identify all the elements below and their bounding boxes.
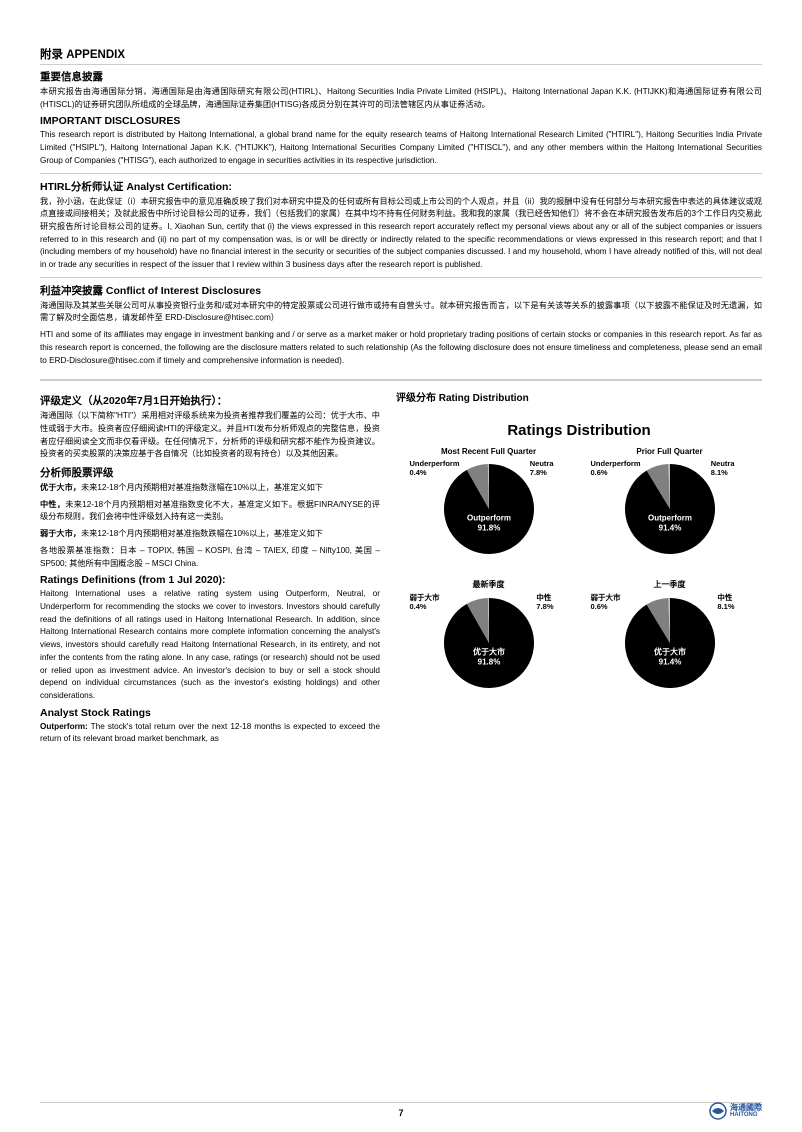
ratings-definitions-column: 评级定义（从2020年7月1日开始执行）： 海通国际（以下简称"HTI"）采用相… bbox=[40, 389, 380, 750]
svg-text:91.8%: 91.8% bbox=[477, 658, 500, 667]
pie-neutral-label: 中性8.1% bbox=[717, 594, 734, 611]
outperform-en-text: The stock's total return over the next 1… bbox=[40, 722, 380, 744]
pie-top-label: 最新季度 bbox=[409, 579, 569, 590]
conflict-title: 利益冲突披露 Conflict of Interest Disclosures bbox=[40, 283, 762, 298]
outperform-cn-label: 优于大市， bbox=[40, 483, 81, 492]
ratings-def-cn-body: 海通国际（以下简称"HTI"）采用相对评级系统来为投资者推荐我们覆盖的公司：优于… bbox=[40, 410, 380, 461]
brand-name-en: HAITONG bbox=[730, 1112, 762, 1118]
two-column-layout: 评级定义（从2020年7月1日开始执行）： 海通国际（以下简称"HTI"）采用相… bbox=[40, 389, 762, 750]
svg-text:91.4%: 91.4% bbox=[658, 524, 681, 533]
pie-row: Most Recent Full Quarter Underperform0.4%… bbox=[398, 447, 760, 565]
outperform-en: Outperform: The stock's total return ove… bbox=[40, 721, 380, 746]
analyst-cert-title: HTIRL分析师认证 Analyst Certification: bbox=[40, 179, 762, 194]
pie-wrap: 弱于大市0.4%中性7.8%优于大市91.8% bbox=[438, 592, 540, 699]
pie-chart: Most Recent Full Quarter Underperform0.4%… bbox=[409, 447, 569, 565]
divider bbox=[40, 277, 762, 278]
neutral-cn: 中性，未来12-18个月内预期相对基准指数变化不大，基准定义如下。根据FINRA… bbox=[40, 499, 380, 524]
chart-main-title: Ratings Distribution bbox=[398, 422, 760, 439]
outperform-cn: 优于大市，未来12-18个月内预期相对基准指数涨幅在10%以上，基准定义如下 bbox=[40, 482, 380, 495]
ratings-def-en-body: Haitong International uses a relative ra… bbox=[40, 588, 380, 702]
analyst-cert-body: 我，孙小涵，在此保证（i）本研究报告中的意见准确反映了我们对本研究中提及的任何或… bbox=[40, 196, 762, 272]
pie-wrap: Underperform0.6%Neutra8.1%Outperform91.4… bbox=[619, 458, 721, 565]
ratings-distribution-chart: Ratings Distribution Most Recent Full Qu… bbox=[396, 410, 762, 719]
pie-top-label: Most Recent Full Quarter bbox=[409, 447, 569, 456]
brand-name-cn: 海通國際 bbox=[730, 1104, 762, 1112]
ratings-def-en-title: Ratings Definitions (from 1 Jul 2020): bbox=[40, 574, 380, 586]
svg-text:Outperform: Outperform bbox=[648, 514, 692, 523]
svg-text:91.4%: 91.4% bbox=[658, 658, 681, 667]
underperform-cn: 弱于大市，未来12-18个月内预期相对基准指数跌幅在10%以上，基准定义如下 bbox=[40, 528, 380, 541]
neutral-cn-text: 未来12-18个月内预期相对基准指数变化不大，基准定义如下。根据FINRA/NY… bbox=[40, 500, 380, 522]
pie-underperform-label: Underperform0.6% bbox=[591, 460, 641, 477]
ratings-def-cn-title: 评级定义（从2020年7月1日开始执行）： bbox=[40, 393, 380, 408]
haitong-logo: 海通國際 HAITONG bbox=[709, 1102, 762, 1120]
pie-underperform-label: 弱于大市0.6% bbox=[591, 594, 621, 611]
underperform-cn-text: 未来12-18个月内预期相对基准指数跌幅在10%以上，基准定义如下 bbox=[81, 529, 323, 538]
benchmarks-cn: 各地股票基准指数：日本 – TOPIX, 韩国 – KOSPI, 台湾 – TA… bbox=[40, 545, 380, 570]
footer-rule bbox=[40, 1102, 762, 1103]
pie-underperform-label: 弱于大市0.4% bbox=[410, 594, 440, 611]
conflict-body-en: HTI and some of its affiliates may engag… bbox=[40, 329, 762, 367]
pie-top-label: 上一季度 bbox=[590, 579, 750, 590]
pie-neutral-label: 中性7.8% bbox=[536, 594, 553, 611]
outperform-en-label: Outperform: bbox=[40, 722, 88, 731]
neutral-cn-label: 中性， bbox=[40, 500, 65, 509]
pie-wrap: Underperform0.4%Neutra7.8%Outperform91.8… bbox=[438, 458, 540, 565]
pie-neutral-label: Neutra8.1% bbox=[711, 460, 735, 477]
svg-text:优于大市: 优于大市 bbox=[654, 647, 686, 657]
pie-underperform-label: Underperform0.4% bbox=[410, 460, 460, 477]
analyst-ratings-en-title: Analyst Stock Ratings bbox=[40, 707, 380, 719]
outperform-cn-text: 未来12-18个月内预期相对基准指数涨幅在10%以上，基准定义如下 bbox=[81, 483, 323, 492]
pie-chart: Prior Full QuarterUnderperform0.6%Neutra… bbox=[590, 447, 750, 565]
conflict-body-cn: 海通国际及其某些关联公司可从事投资银行业务和/或对本研究中的特定股票或公司进行做… bbox=[40, 300, 762, 325]
pie-chart: 最新季度弱于大市0.4%中性7.8%优于大市91.8% bbox=[409, 579, 569, 699]
svg-text:优于大市: 优于大市 bbox=[473, 647, 505, 657]
ratings-distribution-header: 评级分布 Rating Distribution bbox=[396, 389, 762, 404]
svg-text:Outperform: Outperform bbox=[467, 514, 511, 523]
page-number: 7 bbox=[40, 1108, 762, 1118]
divider-thick bbox=[40, 379, 762, 381]
pie-top-label: Prior Full Quarter bbox=[590, 447, 750, 456]
haitong-logo-icon bbox=[709, 1102, 727, 1120]
appendix-title: 附录 APPENDIX bbox=[40, 46, 762, 65]
pie-neutral-label: Neutra7.8% bbox=[530, 460, 554, 477]
important-disclosures-cn-body: 本研究报告由海通国际分销，海通国际是由海通国际研究有限公司(HTIRL)、Hai… bbox=[40, 86, 762, 111]
underperform-cn-label: 弱于大市， bbox=[40, 529, 81, 538]
ratings-distribution-column: 评级分布 Rating Distribution Ratings Distrib… bbox=[396, 389, 762, 750]
pie-row: 最新季度弱于大市0.4%中性7.8%优于大市91.8%上一季度弱于大市0.6%中… bbox=[398, 579, 760, 699]
pie-wrap: 弱于大市0.6%中性8.1%优于大市91.4% bbox=[619, 592, 721, 699]
svg-text:91.8%: 91.8% bbox=[477, 524, 500, 533]
analyst-ratings-cn-title: 分析师股票评级 bbox=[40, 465, 380, 480]
divider bbox=[40, 173, 762, 174]
page-footer: 7 海通國際 HAITONG bbox=[40, 1097, 762, 1118]
pie-chart: 上一季度弱于大市0.6%中性8.1%优于大市91.4% bbox=[590, 579, 750, 699]
important-disclosures-en-body: This research report is distributed by H… bbox=[40, 129, 762, 167]
important-disclosures-cn-title: 重要信息披露 bbox=[40, 69, 762, 84]
important-disclosures-en-title: IMPORTANT DISCLOSURES bbox=[40, 115, 762, 127]
